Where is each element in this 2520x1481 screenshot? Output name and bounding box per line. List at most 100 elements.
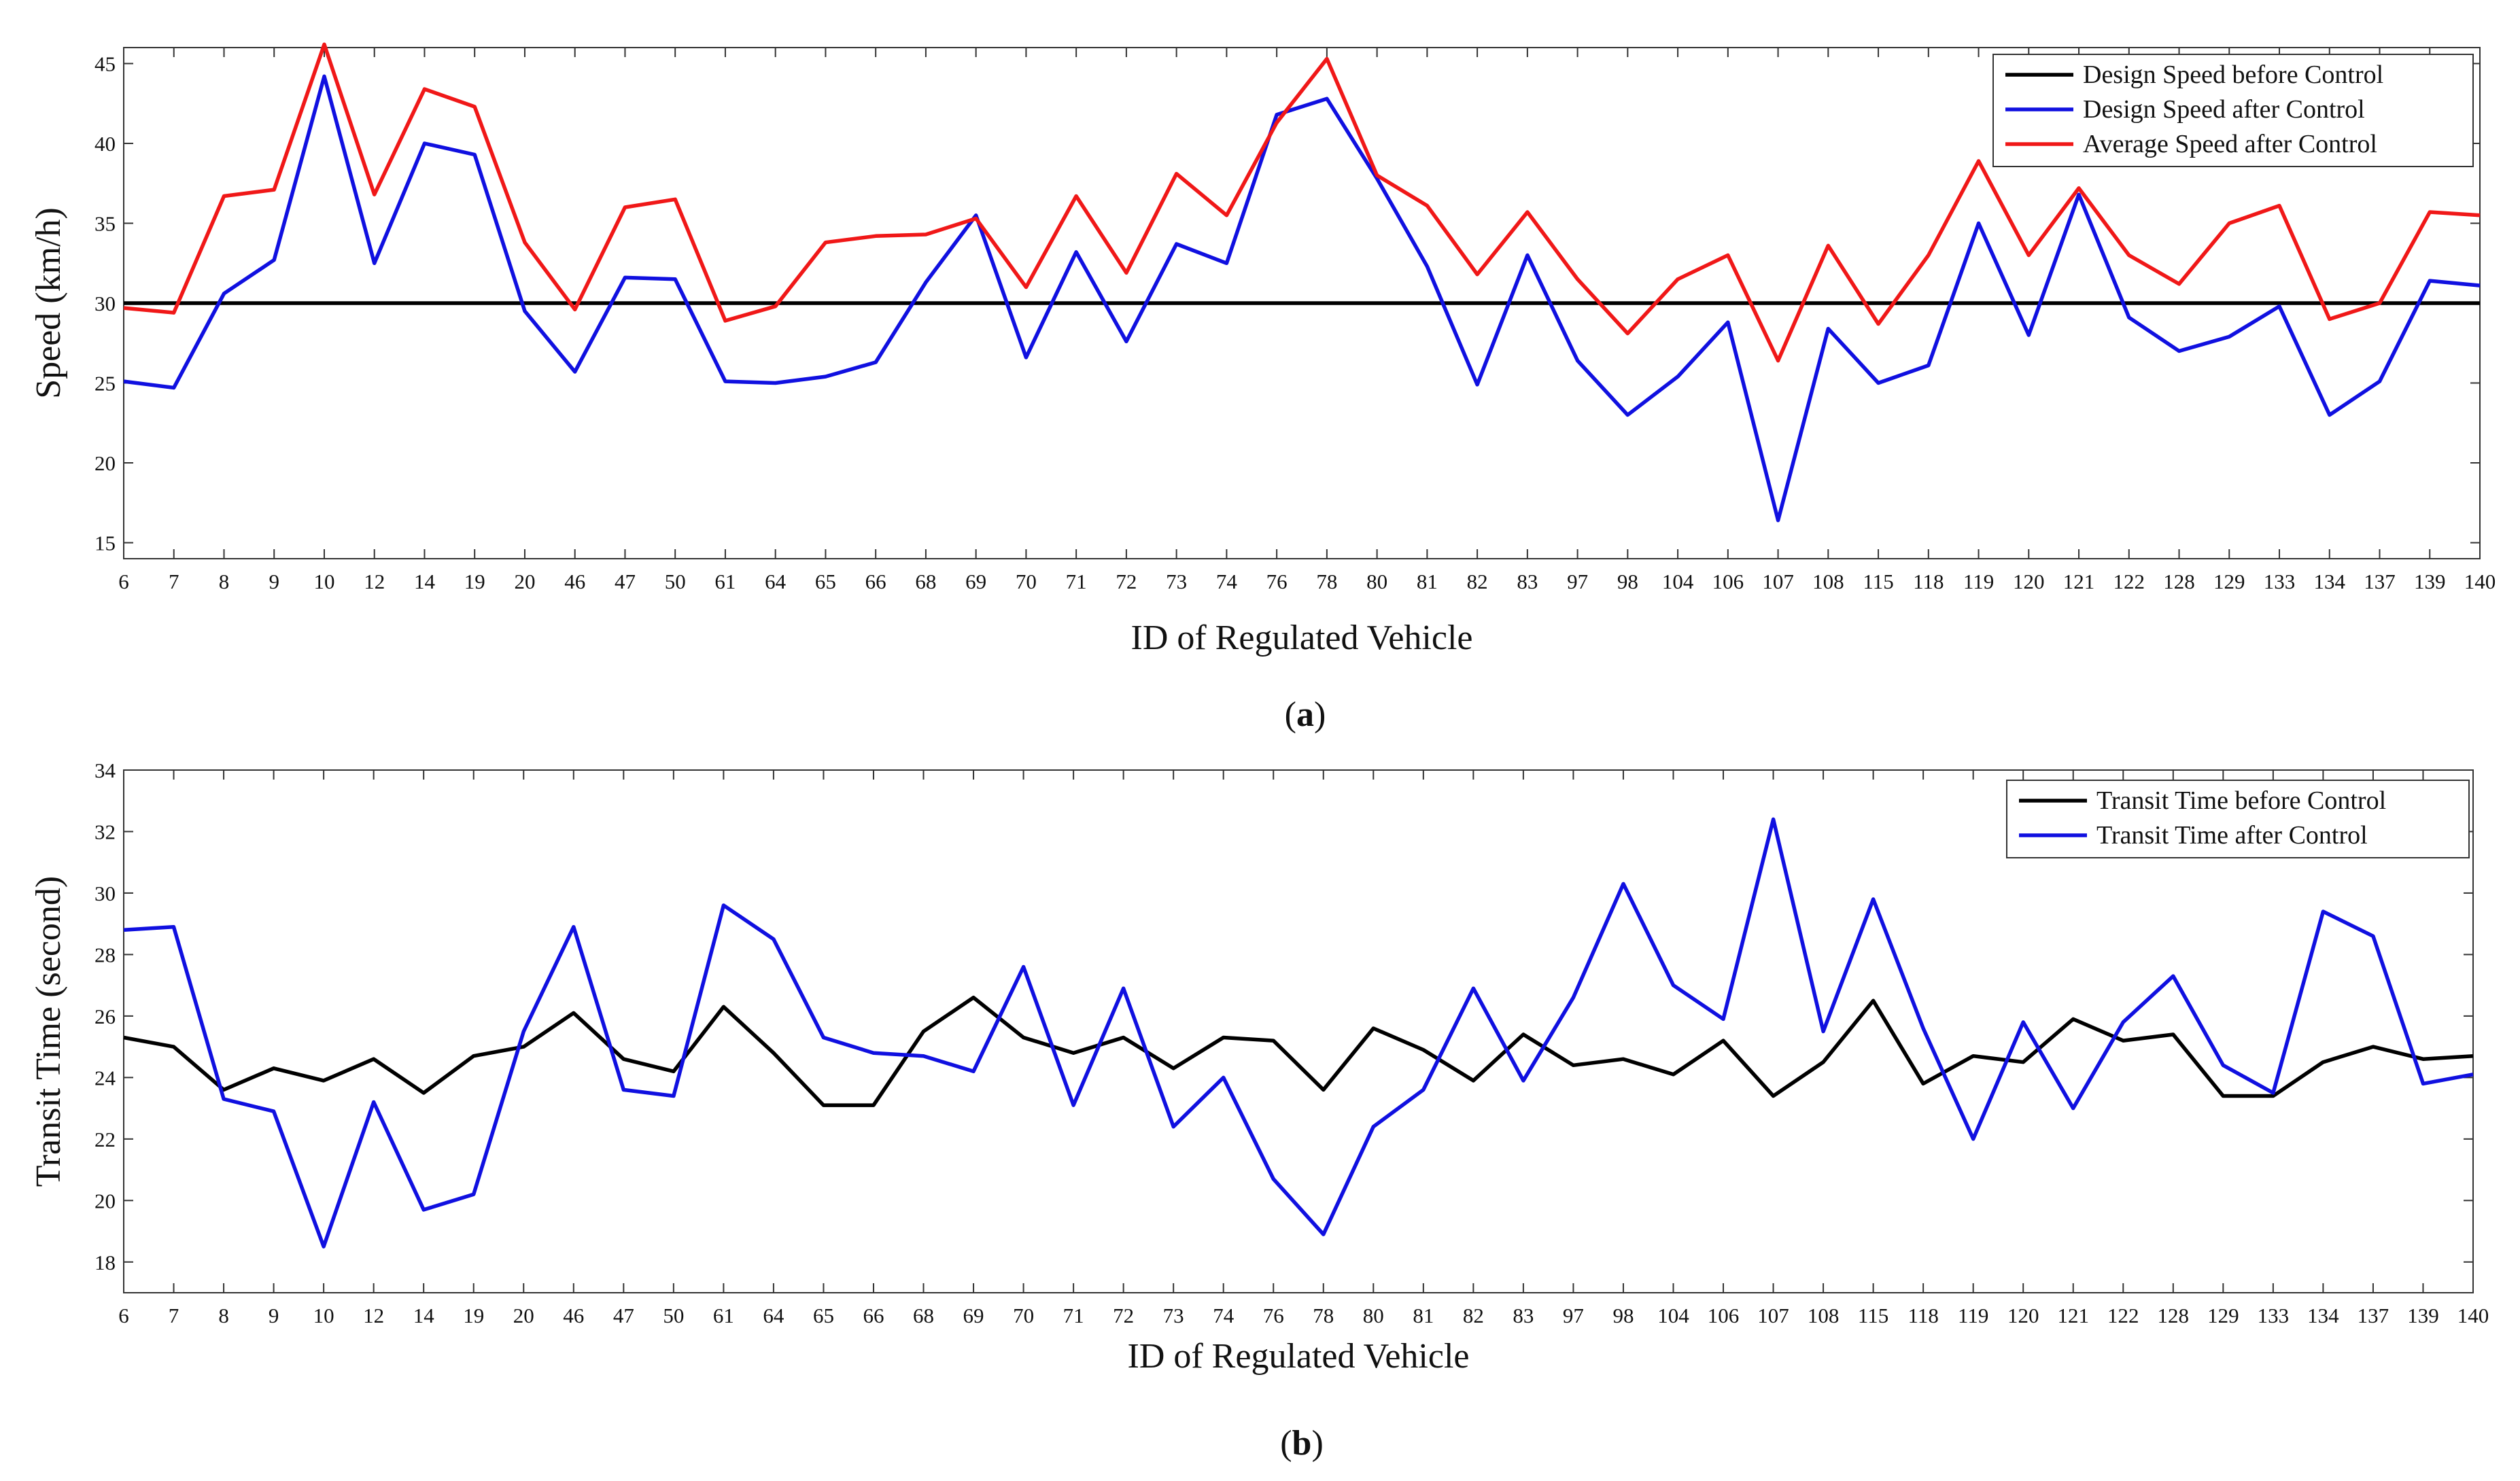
x-tick-label: 47 [613,1304,634,1327]
x-tick-label: 64 [765,570,787,593]
series-line-transit-time-before-control [123,995,2474,1107]
x-tick-label: 122 [2113,570,2145,593]
x-tick-label: 68 [915,570,936,593]
y-tick-label: 24 [94,1066,116,1090]
y-tick-label: 45 [94,52,116,76]
panel-caption: (a) [1285,695,1326,734]
x-tick-label: 47 [615,570,636,593]
x-tick-label: 98 [1612,1304,1634,1327]
x-tick-label: 10 [313,570,334,593]
x-tick-label: 74 [1216,570,1238,593]
x-tick-label: 140 [2464,570,2496,593]
y-tick-label: 40 [94,132,116,156]
x-tick-label: 97 [1567,570,1588,593]
x-tick-label: 10 [313,1304,334,1327]
y-axis-label: Speed (km/h) [29,207,68,399]
x-tick-label: 134 [2314,570,2346,593]
x-tick-label: 9 [269,1304,279,1327]
y-tick-label: 22 [94,1128,116,1151]
x-tick-label: 129 [2213,570,2245,593]
x-tick-label: 20 [513,1304,534,1327]
x-tick-label: 61 [714,570,736,593]
x-tick-label: 61 [713,1304,734,1327]
y-axis-label: Transit Time (second) [29,876,68,1187]
legend: Design Speed before Control Design Speed … [1992,54,2474,167]
x-tick-label: 81 [1413,1304,1434,1327]
x-tick-label: 107 [1757,1304,1789,1327]
y-tick-label: 34 [94,759,116,782]
x-tick-label: 97 [1563,1304,1584,1327]
series-line-design-speed-after-control [123,74,2481,523]
x-tick-label: 9 [269,570,279,593]
x-tick-label: 20 [514,570,535,593]
x-tick-label: 70 [1016,570,1037,593]
y-tick-label: 25 [94,372,116,396]
x-tick-label: 119 [1963,570,1994,593]
x-tick-label: 120 [2007,1304,2039,1327]
x-tick-label: 121 [2063,570,2095,593]
x-tick-label: 122 [2107,1304,2139,1327]
x-tick-label: 133 [2258,1304,2290,1327]
x-tick-label: 81 [1417,570,1438,593]
x-tick-label: 107 [1762,570,1794,593]
x-tick-label: 78 [1313,1304,1334,1327]
x-tick-label: 7 [169,570,179,593]
x-tick-label: 133 [2264,570,2296,593]
x-tick-label: 66 [863,1304,884,1327]
x-tick-label: 72 [1113,1304,1134,1327]
legend: Transit Time before Control Transit Time … [2006,780,2470,858]
y-tick-label: 20 [94,1189,116,1213]
x-tick-label: 69 [965,570,986,593]
x-tick-label: 118 [1913,570,1944,593]
x-tick-label: 80 [1366,570,1387,593]
x-tick-label: 71 [1063,1304,1084,1327]
x-tick-label: 73 [1163,1304,1184,1327]
y-tick-label: 35 [94,212,116,236]
x-tick-label: 8 [218,1304,229,1327]
x-axis-label: ID of Regulated Vehicle [1128,1337,1470,1376]
x-tick-label: 137 [2364,570,2396,593]
y-tick-label: 28 [94,943,116,966]
x-tick-label: 120 [2013,570,2045,593]
legend-label: Transit Time after Control [2096,821,2368,850]
x-tick-label: 66 [865,570,886,593]
x-tick-label: 98 [1617,570,1638,593]
x-axis-label: ID of Regulated Vehicle [1131,618,1473,657]
x-tick-label: 128 [2158,1304,2190,1327]
x-tick-label: 119 [1958,1304,1988,1327]
x-tick-label: 83 [1517,570,1538,593]
x-tick-label: 108 [1812,570,1844,593]
x-tick-label: 50 [665,570,686,593]
y-tick-label: 18 [94,1251,116,1274]
x-tick-label: 108 [1808,1304,1840,1327]
x-tick-label: 8 [219,570,230,593]
x-tick-label: 14 [414,570,436,593]
x-tick-label: 64 [763,1304,784,1327]
x-tick-label: 12 [364,570,385,593]
x-tick-label: 76 [1266,570,1288,593]
x-tick-label: 12 [363,1304,384,1327]
legend-label: Transit Time before Control [2096,786,2386,815]
x-tick-label: 118 [1908,1304,1938,1327]
x-tick-label: 14 [413,1304,435,1327]
x-tick-label: 137 [2358,1304,2389,1327]
x-tick-label: 139 [2414,570,2446,593]
x-tick-label: 7 [169,1304,179,1327]
x-tick-label: 78 [1316,570,1337,593]
x-tick-label: 19 [463,1304,484,1327]
y-tick-label: 26 [94,1005,116,1028]
x-tick-label: 65 [815,570,836,593]
x-tick-label: 76 [1263,1304,1284,1327]
x-tick-label: 74 [1213,1304,1235,1327]
x-tick-label: 104 [1657,1304,1689,1327]
x-tick-label: 70 [1013,1304,1034,1327]
y-tick-label: 20 [94,451,116,475]
x-tick-label: 6 [118,570,129,593]
x-tick-label: 19 [464,570,485,593]
x-tick-label: 69 [963,1304,984,1327]
x-tick-label: 71 [1066,570,1087,593]
x-tick-label: 68 [913,1304,934,1327]
x-tick-label: 73 [1166,570,1187,593]
